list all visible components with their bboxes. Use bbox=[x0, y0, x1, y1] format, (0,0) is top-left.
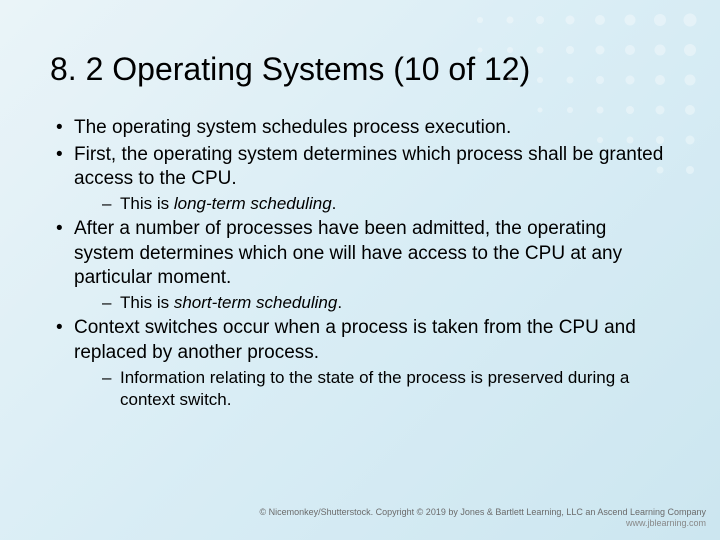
sub-item: Information relating to the state of the… bbox=[102, 367, 670, 411]
bullet-item: Context switches occur when a process is… bbox=[50, 316, 670, 411]
sub-text: This is bbox=[120, 194, 174, 213]
sub-item: This is short-term scheduling. bbox=[102, 292, 670, 314]
sub-list: This is short-term scheduling. bbox=[74, 292, 670, 314]
sub-text: . bbox=[332, 194, 337, 213]
bullet-text: First, the operating system determines w… bbox=[74, 144, 663, 189]
slide: 8. 2 Operating Systems (10 of 12) The op… bbox=[0, 0, 720, 540]
bullet-item: After a number of processes have been ad… bbox=[50, 217, 670, 314]
bullet-item: First, the operating system determines w… bbox=[50, 143, 670, 216]
footer-url: www.jblearning.com bbox=[259, 518, 706, 530]
sub-text: This is bbox=[120, 293, 174, 312]
sub-list: Information relating to the state of the… bbox=[74, 367, 670, 411]
sub-list: This is long-term scheduling. bbox=[74, 193, 670, 215]
footer-line: © Nicemonkey/Shutterstock. Copyright © 2… bbox=[259, 507, 706, 519]
slide-title: 8. 2 Operating Systems (10 of 12) bbox=[50, 50, 670, 88]
copyright-footer: © Nicemonkey/Shutterstock. Copyright © 2… bbox=[259, 507, 706, 530]
bullet-list: The operating system schedules process e… bbox=[50, 116, 670, 411]
sub-em: short-term scheduling bbox=[174, 293, 337, 312]
sub-em: long-term scheduling bbox=[174, 194, 332, 213]
bullet-text: After a number of processes have been ad… bbox=[74, 218, 622, 288]
sub-item: This is long-term scheduling. bbox=[102, 193, 670, 215]
sub-text: . bbox=[337, 293, 342, 312]
bullet-item: The operating system schedules process e… bbox=[50, 116, 670, 140]
bullet-text: Context switches occur when a process is… bbox=[74, 317, 636, 362]
